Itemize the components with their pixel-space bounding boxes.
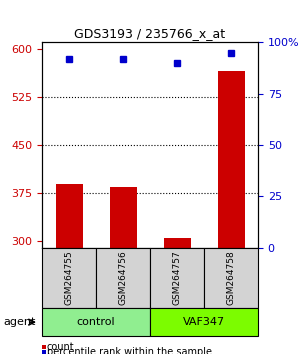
Text: GSM264755: GSM264755 [64,251,74,305]
Bar [56,184,82,248]
Text: GSM264757: GSM264757 [172,251,182,305]
Text: control: control [77,317,115,327]
Text: GSM264756: GSM264756 [118,251,127,305]
Text: agent: agent [3,317,35,327]
Text: count: count [46,342,74,352]
Bar [164,238,190,248]
Text: percentile rank within the sample: percentile rank within the sample [46,347,211,354]
Bar [218,72,244,248]
Text: GSM264758: GSM264758 [226,251,236,305]
Title: GDS3193 / 235766_x_at: GDS3193 / 235766_x_at [74,27,226,40]
Text: VAF347: VAF347 [183,317,225,327]
Bar [110,187,136,248]
